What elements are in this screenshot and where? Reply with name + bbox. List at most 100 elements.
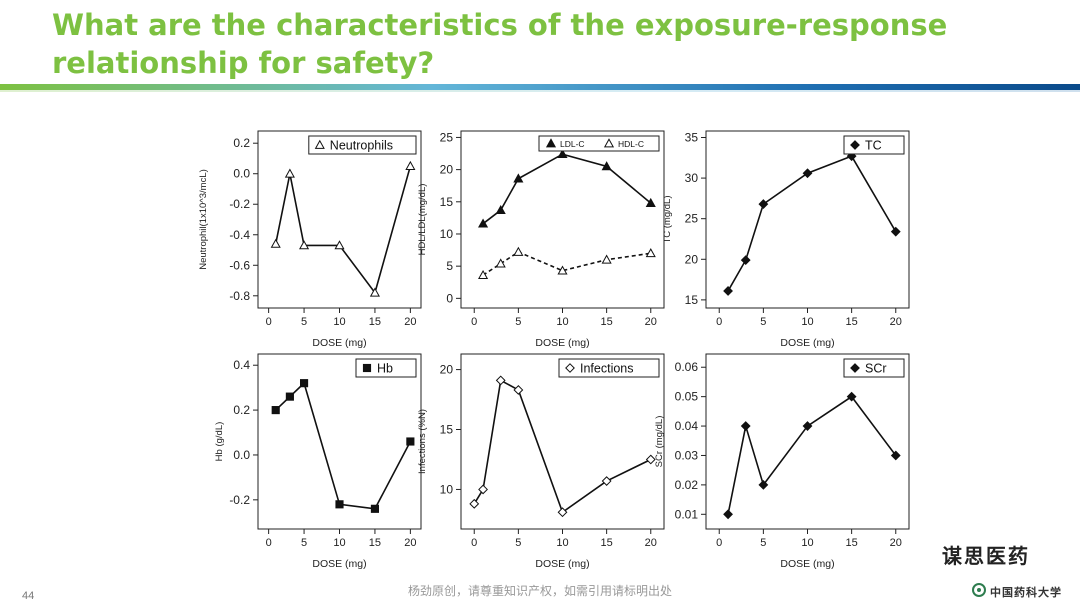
- data-point: [406, 437, 415, 446]
- data-point: [478, 269, 489, 280]
- legend-label: TC: [865, 139, 882, 153]
- university-logo-icon: [972, 583, 986, 597]
- x-tick-label: 5: [301, 537, 307, 549]
- slide-title-line-2: relationship for safety?: [52, 46, 435, 80]
- data-point: [601, 476, 612, 486]
- y-tick-label: 10: [440, 482, 454, 496]
- data-point: [723, 286, 733, 296]
- y-tick-label: 35: [685, 130, 699, 144]
- page-number: 44: [22, 590, 35, 602]
- brand-logo-text: 谋思医药: [942, 544, 1030, 568]
- x-tick-label: 0: [471, 316, 477, 328]
- legend-marker: [850, 363, 860, 373]
- legend-label: Infections: [580, 362, 634, 376]
- x-tick-label: 15: [601, 537, 613, 549]
- y-tick-label: -0.2: [229, 197, 250, 211]
- data-point: [802, 168, 813, 179]
- x-tick-label: 0: [266, 316, 272, 328]
- x-tick-label: 20: [404, 537, 416, 549]
- legend: Infections: [558, 358, 660, 378]
- y-tick-label: 0.04: [675, 419, 699, 433]
- y-tick-label: 0.0: [233, 167, 250, 181]
- legend-label: LDL-C: [560, 139, 585, 149]
- data-point: [335, 500, 344, 509]
- y-tick-label: 15: [440, 423, 454, 437]
- y-tick-label: 0.03: [675, 448, 699, 462]
- university-name: 中国药科大学: [990, 586, 1062, 599]
- x-axis-label: DOSE (mg): [780, 337, 834, 349]
- plot-frame: [460, 353, 665, 530]
- data-point: [271, 406, 280, 415]
- data-point: [478, 218, 489, 228]
- x-tick-label: 15: [846, 316, 858, 328]
- x-tick-label: 10: [333, 537, 345, 549]
- data-point: [513, 385, 524, 395]
- y-tick-label: 20: [440, 363, 454, 377]
- y-axis-label: Infections (%N): [417, 409, 428, 474]
- x-tick-label: 5: [760, 316, 766, 328]
- data-point: [723, 509, 733, 520]
- data-point: [495, 375, 506, 386]
- chart-neutrophils: 0 5 10 15 20 -0.8 -0.6 -0.4 -0.2 0.0 0.2 DOSE (mg) N…: [198, 130, 422, 349]
- legend-box: [355, 358, 417, 378]
- data-point: [846, 391, 857, 402]
- x-tick-label: 10: [556, 316, 568, 328]
- data-point: [740, 421, 751, 431]
- y-tick-label: 20: [685, 252, 699, 266]
- data-point: [645, 248, 656, 258]
- x-axis-label: DOSE (mg): [535, 337, 589, 349]
- y-axis-label: Neutrophil(1x10^3/mcL): [198, 169, 209, 270]
- x-axis-label: DOSE (mg): [780, 558, 834, 570]
- chart-ldl-hdl: 0 5 10 15 20 0 5 10 15 20 25 DOSE (mg) HDL/LDL(mg/dL…: [417, 130, 665, 349]
- y-tick-label: 0.4: [233, 358, 250, 372]
- x-tick-label: 20: [645, 537, 657, 549]
- plot-frame: [257, 130, 422, 309]
- series-line-1: [727, 155, 897, 292]
- x-tick-label: 15: [369, 316, 381, 328]
- x-tick-label: 0: [716, 316, 722, 328]
- x-axis-label: DOSE (mg): [312, 558, 366, 570]
- y-tick-label: -0.2: [229, 493, 250, 507]
- data-point: [557, 265, 568, 275]
- x-tick-label: 0: [716, 537, 722, 549]
- data-point: [299, 379, 309, 388]
- y-tick-label: 25: [440, 130, 454, 144]
- y-axis-label: HDL/LDL(mg/dL): [417, 184, 428, 256]
- legend-box: [538, 135, 660, 152]
- y-axis-label: TC (mg/dL): [662, 195, 673, 243]
- x-tick-label: 0: [266, 537, 272, 549]
- legend-marker: [850, 140, 860, 150]
- y-tick-label: 10: [440, 227, 454, 241]
- data-point: [802, 421, 813, 431]
- y-tick-label: 15: [685, 293, 699, 307]
- data-point: [601, 161, 612, 171]
- data-point: [334, 240, 345, 250]
- chart-hb: 0 5 10 15 20 -0.2 0.0 0.2 0.4 DOSE (mg) Hb (g/dL) H…: [214, 353, 422, 570]
- x-tick-label: 5: [515, 316, 521, 328]
- y-tick-label: -0.4: [229, 228, 250, 242]
- data-point: [846, 151, 857, 162]
- data-point: [557, 507, 568, 518]
- chart-tc: 0 5 10 15 20 15 20 25 30 35 DOSE (mg) TC (mg/dL) TC: [662, 130, 910, 349]
- x-tick-label: 20: [404, 316, 416, 328]
- legend: Neutrophils: [308, 135, 417, 155]
- data-point: [405, 160, 416, 170]
- y-tick-label: 0.2: [233, 403, 250, 417]
- data-point: [601, 254, 612, 264]
- y-tick-label: 30: [685, 171, 699, 185]
- data-point: [284, 168, 295, 178]
- data-point: [890, 450, 901, 461]
- legend: LDL-C HDL-C: [538, 135, 660, 152]
- legend-label: Neutrophils: [330, 139, 393, 153]
- y-tick-label: -0.6: [229, 258, 250, 272]
- x-tick-label: 5: [515, 537, 521, 549]
- data-point: [758, 479, 769, 490]
- x-tick-label: 15: [846, 537, 858, 549]
- data-point: [299, 240, 310, 250]
- legend-label: SCr: [865, 362, 887, 376]
- y-tick-label: 15: [440, 195, 454, 209]
- data-point: [270, 238, 281, 248]
- x-tick-label: 5: [301, 316, 307, 328]
- data-point: [478, 484, 488, 495]
- data-point: [370, 504, 380, 513]
